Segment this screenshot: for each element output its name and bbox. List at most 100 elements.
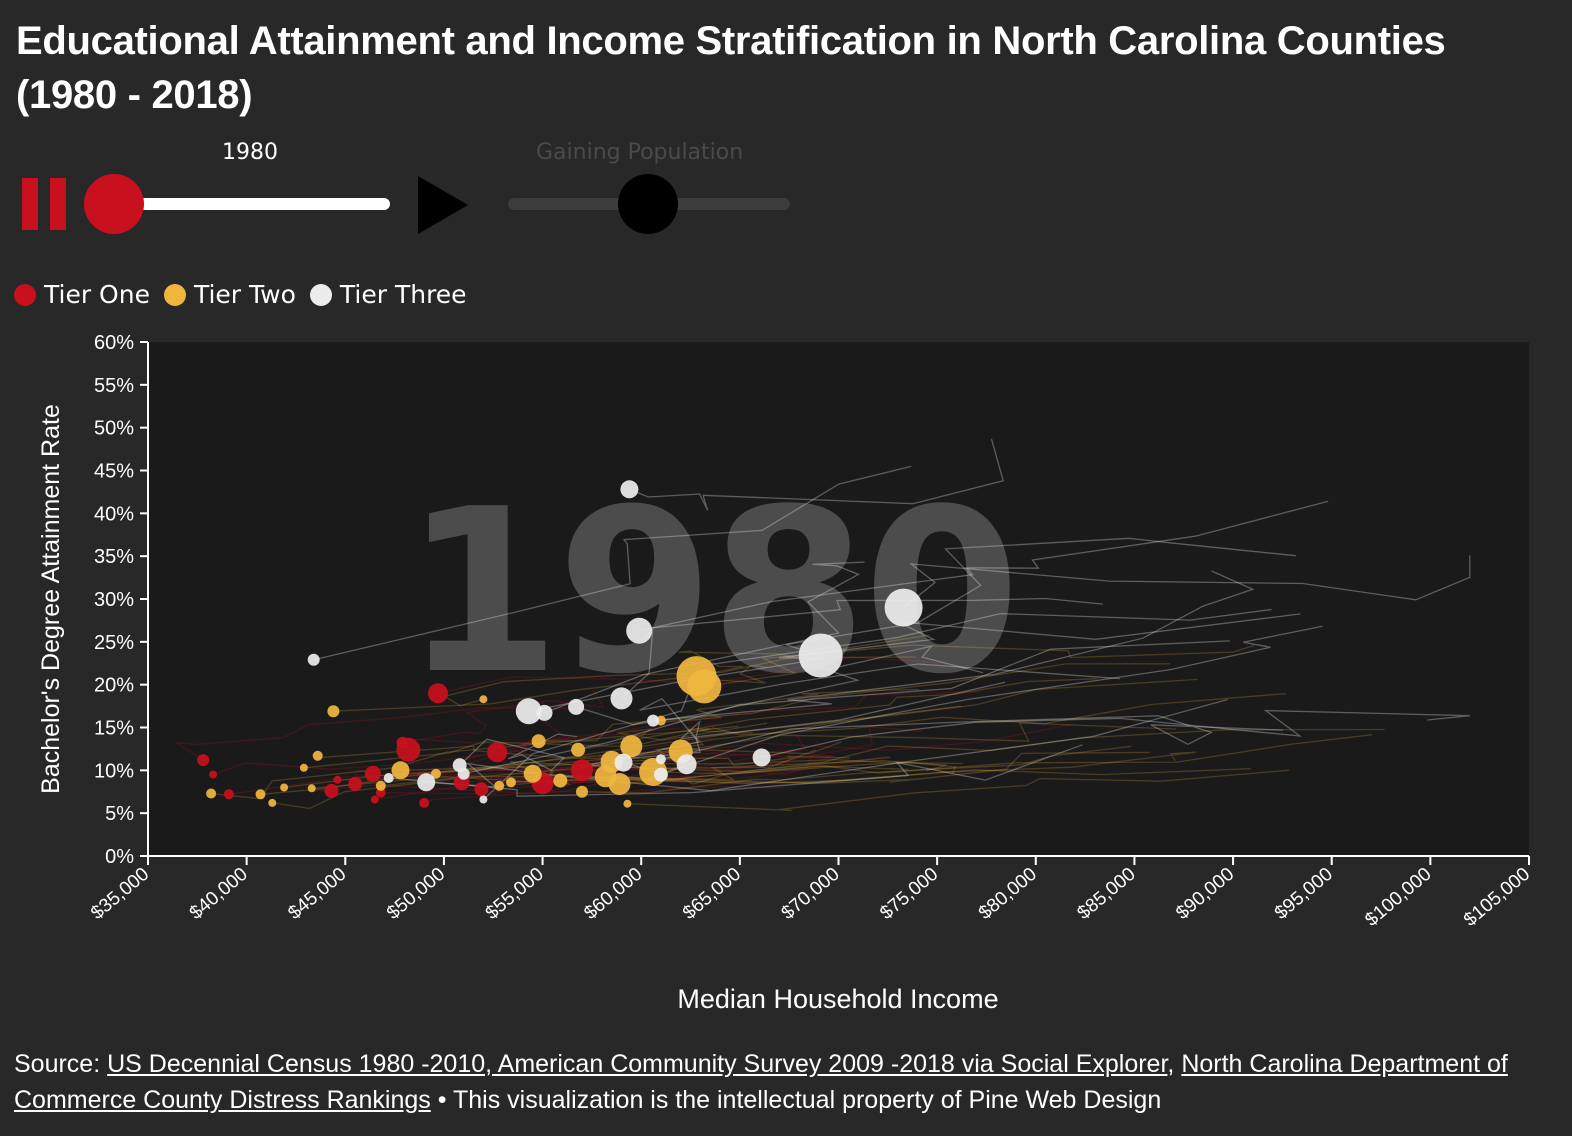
source-separator: , (1167, 1050, 1175, 1078)
legend-item-tier-three[interactable]: Tier Three (309, 280, 467, 309)
x-tick-label: $75,000 (876, 864, 942, 924)
county-point-tier-one[interactable] (324, 783, 339, 798)
scatter-chart: 1980 0%5%10%15%20%25%30%35%40%45%50%55%6… (37, 332, 1534, 1014)
y-tick-label: 5% (105, 803, 134, 825)
legend-label-tier-three: Tier Three (339, 280, 467, 309)
county-point-tier-two[interactable] (479, 695, 488, 704)
county-point-tier-three[interactable] (653, 767, 668, 782)
y-tick-label: 20% (94, 675, 134, 697)
county-point-tier-two[interactable] (280, 783, 289, 792)
county-point-tier-two[interactable] (307, 784, 316, 793)
county-point-tier-one[interactable] (197, 754, 210, 767)
county-point-tier-three[interactable] (307, 653, 320, 666)
source-link-census[interactable]: US Decennial Census 1980 -2010, American… (107, 1050, 1168, 1078)
county-point-tier-three[interactable] (752, 748, 771, 767)
county-point-tier-two[interactable] (391, 761, 410, 780)
county-trail (575, 645, 984, 726)
legend-item-tier-one[interactable]: Tier One (14, 280, 150, 309)
county-point-tier-two[interactable] (506, 777, 516, 788)
county-trail (660, 688, 920, 723)
county-point-tier-two[interactable] (576, 785, 588, 798)
pause-icon-bar-right (50, 178, 66, 230)
county-point-tier-two[interactable] (531, 734, 546, 749)
county-point-tier-three[interactable] (536, 704, 553, 721)
county-trail (313, 465, 912, 661)
county-point-tier-two[interactable] (608, 773, 631, 795)
county-trail (402, 689, 605, 744)
county-point-tier-one[interactable] (364, 765, 381, 782)
chart-legend: Tier One Tier Two Tier Three (14, 280, 481, 309)
county-point-tier-two[interactable] (255, 789, 266, 800)
county-trail (400, 691, 980, 751)
y-tick-label: 30% (94, 589, 134, 611)
county-point-tier-one[interactable] (419, 797, 430, 808)
x-tick-label: $40,000 (186, 864, 252, 924)
county-point-tier-two[interactable] (431, 768, 441, 779)
county-point-tier-three[interactable] (417, 773, 436, 792)
county-point-tier-three[interactable] (884, 588, 923, 627)
county-trail (544, 561, 865, 714)
county-point-tier-three[interactable] (515, 698, 542, 725)
county-point-tier-two[interactable] (687, 669, 722, 704)
county-point-tier-one[interactable] (474, 782, 489, 797)
county-point-tier-two[interactable] (312, 750, 323, 761)
county-point-tier-one[interactable] (370, 795, 379, 804)
county-point-tier-three[interactable] (479, 795, 488, 804)
y-tick-label: 10% (94, 760, 134, 782)
county-point-tier-one[interactable] (396, 737, 421, 762)
county-point-tier-three[interactable] (647, 714, 660, 727)
county-point-tier-three[interactable] (457, 767, 470, 780)
x-tick-label: $100,000 (1361, 864, 1435, 931)
county-point-tier-one[interactable] (428, 683, 448, 704)
county-trail (542, 726, 923, 784)
county-point-tier-two[interactable] (571, 742, 586, 757)
legend-item-tier-two[interactable]: Tier Two (163, 280, 296, 309)
county-point-tier-three[interactable] (620, 480, 639, 499)
x-tick-label: $35,000 (87, 864, 153, 924)
county-point-tier-two[interactable] (268, 798, 277, 807)
source-link-commerce[interactable]: North Carolina Department of Commerce Co… (14, 1050, 1508, 1114)
county-point-tier-three[interactable] (383, 773, 394, 783)
county-point-tier-three[interactable] (626, 617, 653, 644)
county-point-tier-three[interactable] (655, 754, 666, 765)
county-trail (447, 738, 537, 770)
county-point-tier-one[interactable] (348, 777, 363, 791)
county-trail (761, 709, 1470, 759)
county-point-tier-one[interactable] (487, 742, 508, 763)
year-slider-track[interactable] (112, 198, 390, 210)
county-point-tier-one[interactable] (333, 775, 342, 784)
county-point-tier-three[interactable] (798, 633, 843, 678)
pause-button[interactable] (22, 178, 68, 230)
county-point-tier-two[interactable] (375, 780, 386, 791)
county-point-tier-one[interactable] (571, 759, 593, 782)
county-point-tier-three[interactable] (568, 698, 585, 715)
county-trail (619, 728, 1385, 785)
play-icon[interactable] (418, 176, 468, 234)
county-point-tier-three[interactable] (676, 754, 697, 775)
county-point-tier-two[interactable] (623, 799, 632, 808)
county-point-tier-three[interactable] (610, 687, 633, 710)
county-point-tier-two[interactable] (553, 773, 568, 788)
year-slider-handle[interactable] (84, 174, 144, 234)
x-tick-label: $55,000 (482, 864, 548, 924)
y-tick-label: 60% (94, 332, 134, 354)
data-points (197, 480, 923, 808)
county-point-tier-three[interactable] (614, 753, 633, 772)
county-point-tier-one[interactable] (223, 789, 234, 800)
county-point-tier-two[interactable] (620, 735, 643, 758)
county-point-tier-two[interactable] (299, 763, 308, 772)
county-point-tier-two[interactable] (206, 788, 217, 799)
county-trail (639, 500, 1329, 632)
gaining-population-toggle-handle[interactable] (618, 174, 678, 234)
county-point-tier-one[interactable] (209, 770, 218, 779)
county-trail (629, 438, 1005, 511)
y-tick-label: 15% (94, 718, 134, 740)
county-trail (461, 754, 831, 783)
county-trail (653, 734, 1373, 775)
county-point-tier-two[interactable] (494, 780, 505, 791)
county-trail (437, 656, 946, 694)
y-tick-label: 40% (94, 503, 134, 525)
x-axis-label: Median Household Income (677, 984, 998, 1014)
county-point-tier-two[interactable] (327, 705, 340, 718)
county-point-tier-two[interactable] (523, 764, 542, 783)
